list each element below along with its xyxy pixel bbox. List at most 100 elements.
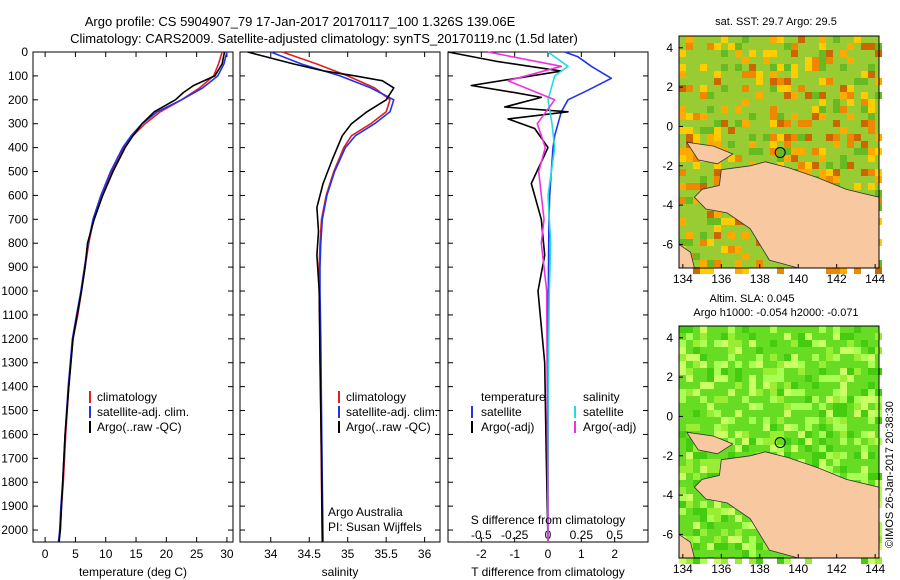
map-cell (735, 43, 742, 50)
map-cell (714, 361, 721, 368)
map-cell (847, 431, 854, 438)
map-cell (805, 92, 812, 99)
map-cell (735, 431, 742, 438)
map-cell (840, 410, 847, 417)
map-cell (770, 36, 777, 43)
map-y-tick-label: 0 (666, 119, 673, 133)
map-cell (784, 424, 791, 431)
map-cell (777, 113, 784, 120)
annotation-pi: PI: Susan Wijffels (328, 520, 422, 534)
map-y-tick-label: -4 (662, 488, 673, 502)
map-cell (707, 211, 714, 218)
map-cell (847, 473, 854, 480)
map-cell (707, 368, 714, 375)
map-cell (700, 326, 707, 333)
map-cell (721, 36, 728, 43)
map-cell (700, 508, 707, 515)
map-cell (826, 431, 833, 438)
map-cell (826, 347, 833, 354)
map-cell (840, 417, 847, 424)
map-cell (735, 347, 742, 354)
map-cell (784, 361, 791, 368)
map-cell (798, 120, 805, 127)
map-cell (756, 389, 763, 396)
map-cell (805, 557, 812, 564)
map-cell (854, 410, 861, 417)
map-cell (763, 57, 770, 64)
map-cell (707, 466, 714, 473)
x-tick-label: 20 (160, 547, 174, 561)
map-cell (819, 99, 826, 106)
map-cell (749, 382, 756, 389)
map-cell (819, 445, 826, 452)
x-tick-label: 0 (545, 547, 552, 561)
map-cell (826, 134, 833, 141)
map-cell (714, 368, 721, 375)
map-cell (693, 410, 700, 417)
map-cell (707, 543, 714, 550)
x2-tick-label: 0.25 (570, 528, 594, 542)
map-cell (840, 267, 847, 274)
map-cell (679, 508, 686, 515)
map-cell (791, 134, 798, 141)
temperature-xlabel: temperature (deg C) (79, 565, 187, 579)
series-line-argo (247, 51, 395, 543)
sst-map: 134 136 138 140 142 144 4 2 0 -2 -4 -6 (662, 35, 885, 286)
map-cell (735, 155, 742, 162)
map-cell (833, 396, 840, 403)
map-cell (868, 148, 875, 155)
map-cell (693, 113, 700, 120)
map-cell (686, 36, 693, 43)
difference-plot: -2 -1 0 1 2-0.5 -0.25 0 0.25 0.5 (447, 51, 648, 561)
map-cell (819, 326, 826, 333)
map-cell (686, 232, 693, 239)
map-cell (812, 354, 819, 361)
map-cell (749, 389, 756, 396)
map-cell (840, 396, 847, 403)
map-cell (756, 78, 763, 85)
map-cell (833, 354, 840, 361)
map-cell (833, 452, 840, 459)
map-cell (735, 64, 742, 71)
map-cell (812, 113, 819, 120)
map-cell (707, 522, 714, 529)
map-cell (847, 57, 854, 64)
map-cell (707, 134, 714, 141)
map-cell (798, 361, 805, 368)
map-cell (868, 557, 875, 564)
map-cell (749, 361, 756, 368)
map-cell (735, 529, 742, 536)
map-cell (826, 162, 833, 169)
map-cell (679, 85, 686, 92)
sla-map-title-line1: Altim. SLA: 0.045 (710, 293, 795, 305)
map-cell (693, 340, 700, 347)
map-cell (700, 452, 707, 459)
map-cell (868, 106, 875, 113)
map-cell (700, 361, 707, 368)
map-cell (791, 50, 798, 57)
x2-tick-label: 0.5 (606, 528, 623, 542)
map-cell (847, 333, 854, 340)
map-cell (742, 267, 749, 274)
map-cell (826, 417, 833, 424)
map-cell (805, 134, 812, 141)
map-cell (679, 347, 686, 354)
map-cell (861, 92, 868, 99)
legend-label-satellite: satellite-adj. clim. (97, 405, 189, 419)
map-cell (700, 340, 707, 347)
map-cell (854, 267, 861, 274)
map-cell (770, 134, 777, 141)
map-cell (735, 382, 742, 389)
map-cell (749, 148, 756, 155)
map-x-tick-label: 142 (827, 272, 847, 286)
map-cell (756, 354, 763, 361)
map-cell (833, 176, 840, 183)
map-cell (693, 473, 700, 480)
map-cell (700, 515, 707, 522)
footer-credit: ©IMOS 26-Jan-2017 20:38:30 (884, 401, 896, 548)
map-cell (812, 452, 819, 459)
map-cell (819, 92, 826, 99)
map-cell (868, 361, 875, 368)
map-cell (728, 389, 735, 396)
map-cell (742, 36, 749, 43)
